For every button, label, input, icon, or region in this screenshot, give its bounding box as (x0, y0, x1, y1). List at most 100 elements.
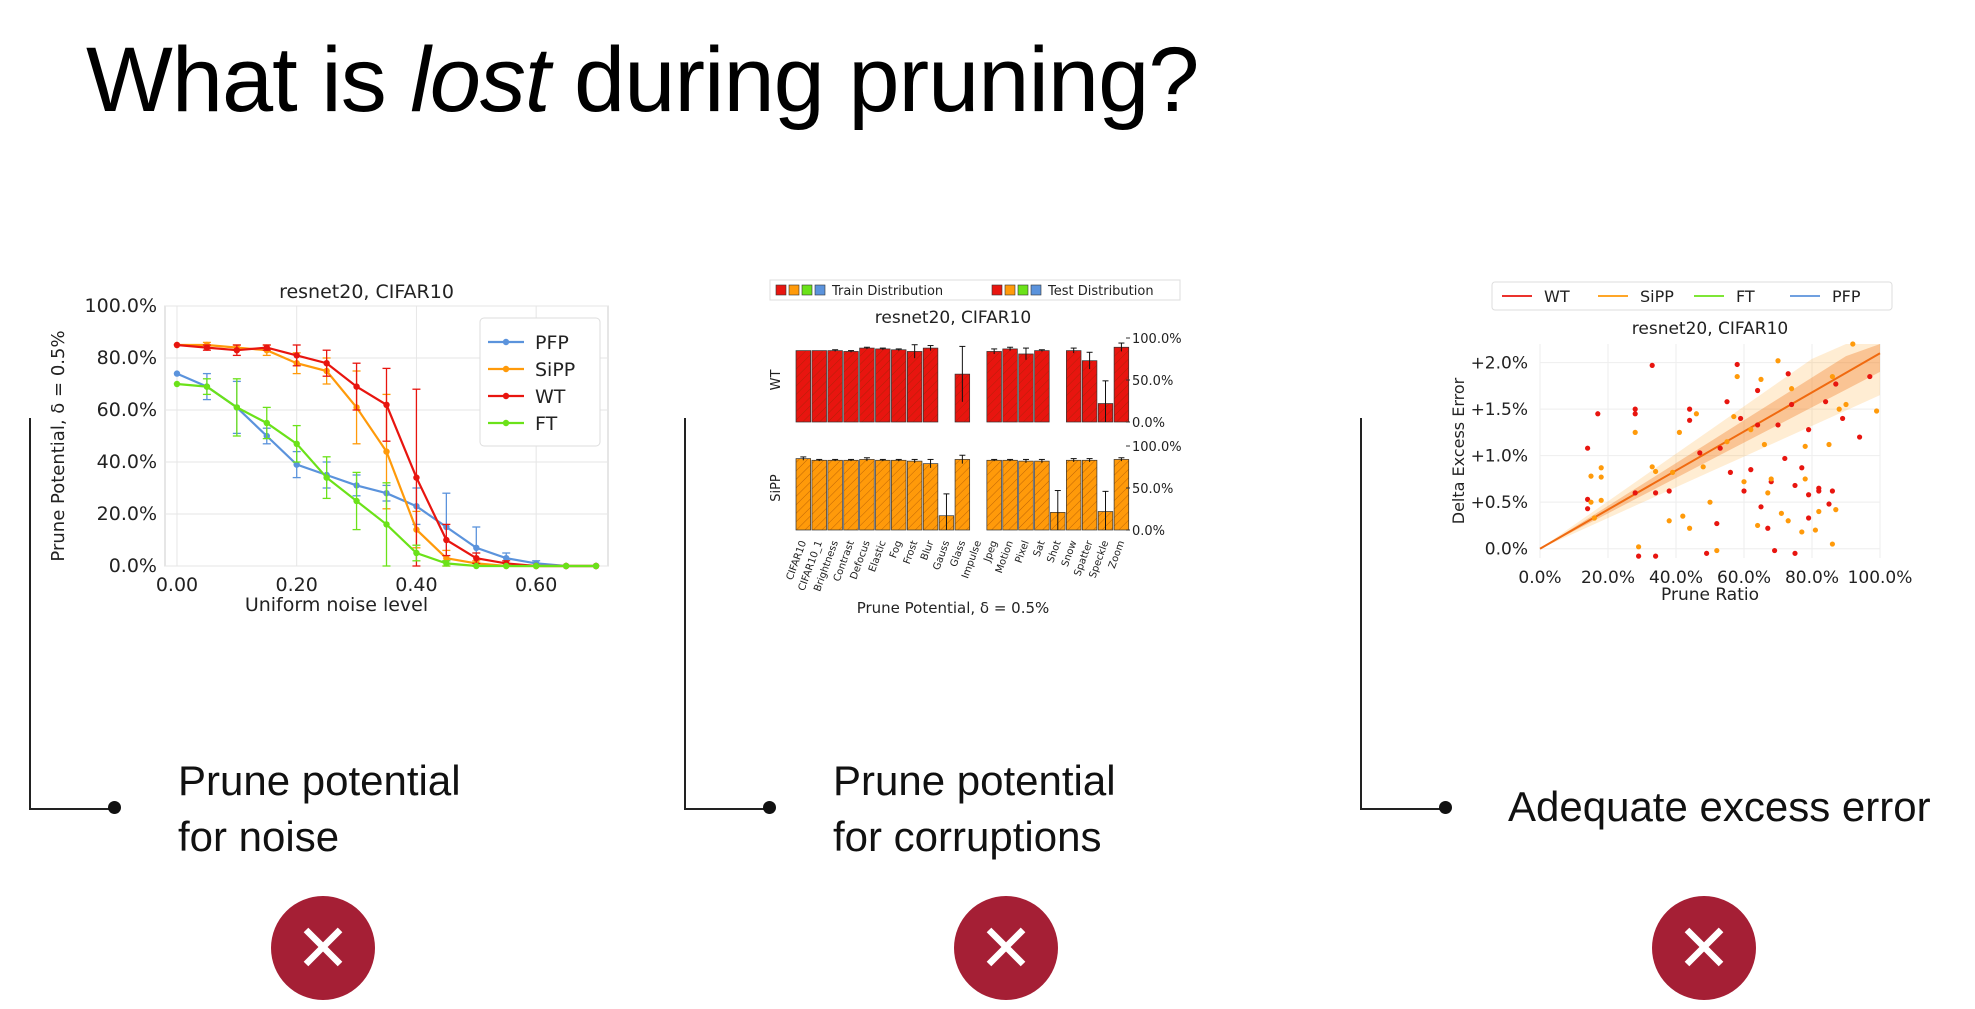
bar (954, 459, 971, 531)
bar (811, 350, 827, 423)
data-point-wt (1782, 455, 1788, 462)
data-point-wt (1653, 490, 1659, 496)
bar (1002, 459, 1018, 531)
data-point-sipp (1812, 527, 1818, 533)
data-point (532, 562, 540, 570)
y-tick-label: 0.0% (1132, 416, 1165, 431)
y-tick-label: +1.5% (1471, 400, 1528, 420)
bar (906, 351, 923, 423)
data-point (323, 474, 330, 481)
y-tick-label: 20.0% (97, 503, 157, 525)
data-point (443, 555, 450, 562)
x-tick-label: 40.0% (1649, 568, 1703, 588)
data-point-sipp (1714, 547, 1720, 554)
data-point-sipp (1755, 522, 1761, 529)
data-point (263, 344, 270, 351)
data-point-wt (1727, 469, 1733, 475)
bar (875, 459, 891, 531)
bar (1002, 348, 1018, 423)
data-point-sipp (1666, 518, 1672, 524)
chart-title: resnet20, CIFAR10 (1632, 319, 1788, 339)
leader-dot-2 (763, 801, 776, 814)
bar (811, 459, 827, 531)
data-point-sipp (1598, 474, 1604, 480)
data-point-wt (1775, 422, 1781, 428)
bar (1113, 459, 1130, 531)
data-point-sipp (1693, 411, 1699, 417)
data-point-sipp (1632, 429, 1638, 435)
trend-line (1539, 352, 1881, 550)
data-point (263, 419, 270, 427)
legend-swatch-train (788, 284, 800, 296)
x-tick-label: 60.0% (1717, 568, 1771, 588)
x-tick-label: 0.60 (515, 574, 557, 596)
data-point-wt (1867, 373, 1873, 380)
data-point-wt (1687, 406, 1693, 412)
data-point-wt (1799, 465, 1805, 471)
legend-label: FT (1736, 287, 1755, 306)
data-point (503, 562, 510, 570)
data-point-wt (1840, 415, 1846, 422)
x-axis-label: Prune Ratio (1661, 585, 1759, 605)
data-point (293, 440, 300, 447)
legend-swatch-train (801, 284, 813, 296)
data-point-wt (1704, 550, 1710, 556)
data-point-wt (1829, 488, 1835, 494)
row-label-wt: WT (769, 370, 784, 391)
data-point-sipp (1765, 490, 1771, 496)
bar (1066, 459, 1082, 531)
data-point-wt (1714, 520, 1720, 527)
x-axis-label: Uniform noise level (245, 594, 428, 616)
bar (906, 460, 923, 531)
legend-swatch-train (775, 284, 787, 296)
data-point-wt (1632, 490, 1638, 496)
data-point-sipp (1829, 541, 1835, 547)
data-point (473, 555, 480, 562)
data-point-sipp (1775, 358, 1781, 364)
data-point-wt (1823, 399, 1829, 405)
y-tick-label: 100.0% (85, 295, 157, 317)
legend-box (769, 279, 1181, 301)
legend-label: FT (535, 413, 558, 435)
data-point-sipp (1734, 373, 1740, 380)
caption-line: Prune potential (178, 757, 461, 804)
data-point (503, 555, 510, 562)
data-point (293, 352, 300, 359)
bar (922, 463, 939, 531)
data-point (293, 461, 300, 468)
data-point-wt (1826, 501, 1832, 507)
bar (875, 348, 891, 423)
data-point-wt (1585, 506, 1591, 512)
legend-label: WT (1544, 287, 1570, 306)
legend-label-train: Train Distribution (831, 284, 943, 299)
bar (1081, 360, 1098, 423)
data-point-wt (1806, 515, 1812, 521)
bar (1034, 350, 1050, 423)
bar (986, 351, 1002, 423)
data-point-wt (1806, 492, 1812, 498)
category-label: Fog (888, 539, 904, 560)
data-point (443, 560, 450, 567)
data-point (443, 536, 450, 544)
caption-excess-error: Adequate excess error (1508, 779, 1931, 835)
data-point-sipp (1700, 464, 1706, 470)
legend-label: WT (535, 386, 566, 408)
bar (859, 459, 875, 531)
category-label: Sat (1032, 539, 1048, 558)
y-tick-label: 100.0% (1132, 440, 1182, 455)
data-point-sipp (1829, 373, 1835, 380)
legend-marker (502, 365, 510, 373)
data-point (233, 347, 241, 354)
caption-line: for noise (178, 813, 340, 860)
data-point-wt (1666, 488, 1672, 494)
bar (859, 347, 875, 423)
data-point (203, 383, 211, 390)
data-point (173, 341, 181, 349)
legend-box (1491, 281, 1893, 311)
x-axis-label: Prune Potential, δ = 0.5% (857, 599, 1050, 617)
legend-swatch-test (1017, 284, 1029, 296)
data-point-wt (1806, 427, 1812, 433)
y-tick-label: 40.0% (97, 451, 157, 473)
legend-swatch-train (814, 284, 826, 296)
data-point-sipp (1785, 518, 1791, 524)
